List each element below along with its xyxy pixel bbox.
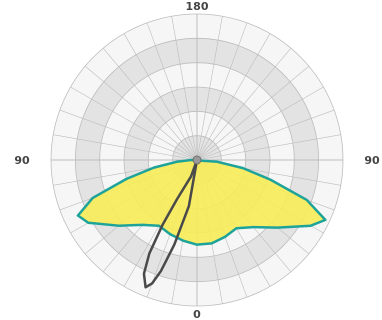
angle-label-right: 90	[364, 154, 380, 167]
center-dot	[193, 156, 201, 164]
angle-label-top: 180	[186, 0, 209, 13]
angle-label-left: 90	[14, 154, 30, 167]
angle-label-bottom: 0	[193, 308, 201, 320]
